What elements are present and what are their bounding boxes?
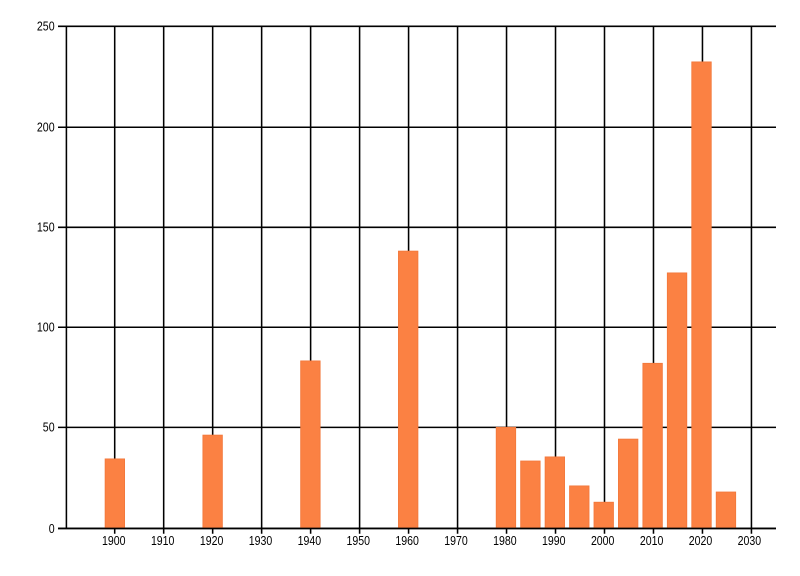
svg-text:250: 250: [37, 20, 55, 34]
svg-text:1940: 1940: [298, 534, 322, 548]
svg-text:100: 100: [37, 321, 55, 335]
svg-text:200: 200: [37, 121, 55, 135]
svg-text:1900: 1900: [102, 534, 126, 548]
svg-text:1990: 1990: [542, 534, 566, 548]
svg-text:1960: 1960: [395, 534, 419, 548]
svg-text:1910: 1910: [151, 534, 175, 548]
svg-text:1970: 1970: [444, 534, 468, 548]
svg-text:2030: 2030: [738, 534, 762, 548]
svg-text:2010: 2010: [640, 534, 664, 548]
svg-text:2000: 2000: [591, 534, 615, 548]
svg-text:1920: 1920: [200, 534, 224, 548]
svg-text:0: 0: [49, 522, 55, 536]
svg-text:150: 150: [37, 221, 55, 235]
svg-text:2020: 2020: [689, 534, 713, 548]
svg-text:1980: 1980: [493, 534, 517, 548]
svg-text:50: 50: [43, 421, 55, 435]
svg-text:1950: 1950: [347, 534, 371, 548]
svg-text:1930: 1930: [249, 534, 273, 548]
